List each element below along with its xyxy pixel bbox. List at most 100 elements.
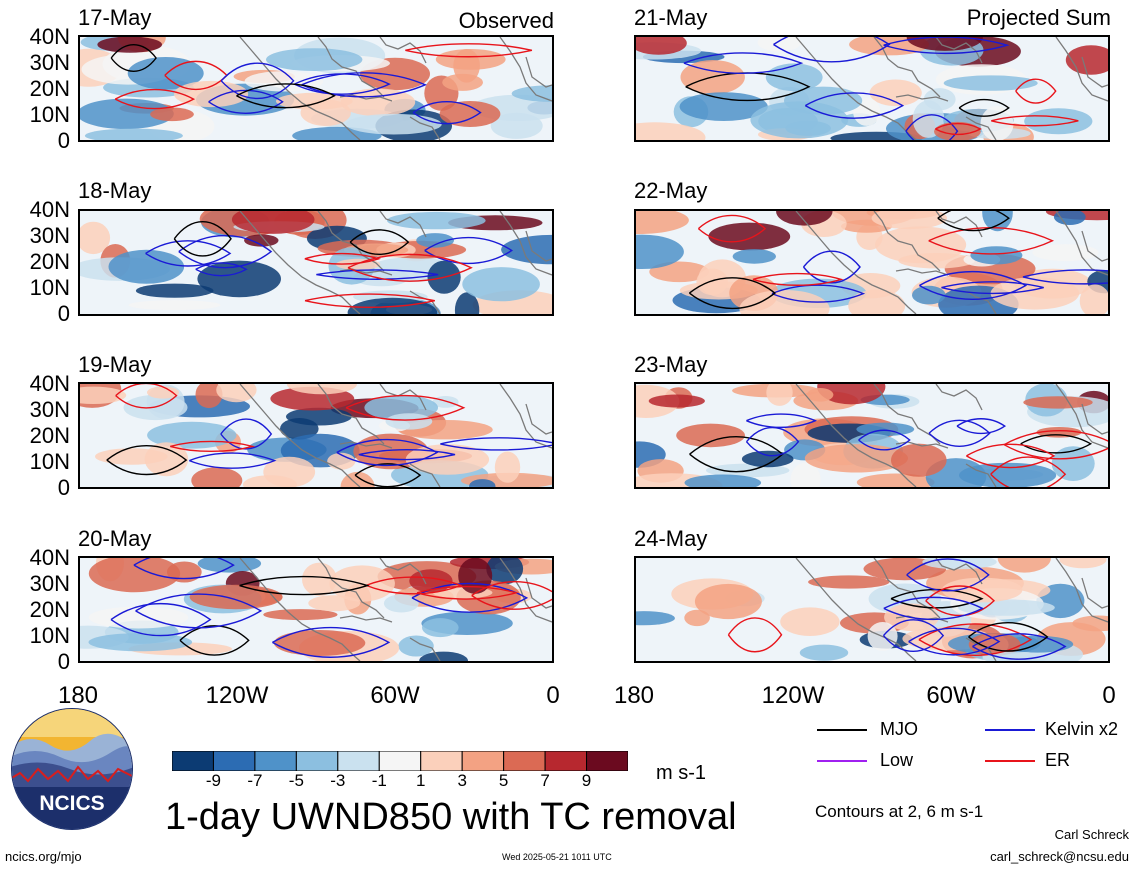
contour-line	[358, 449, 456, 461]
wind-anomaly-area	[912, 285, 946, 305]
contour-line	[752, 272, 844, 286]
author-email[interactable]: carl_schreck@ncsu.edu	[990, 849, 1129, 864]
contour-line	[294, 73, 391, 95]
contour-line	[416, 585, 519, 600]
coastline	[317, 37, 385, 98]
contour-line	[178, 234, 273, 269]
contour-line	[412, 101, 482, 125]
contour-line	[1020, 434, 1093, 454]
wind-anomaly-area	[80, 98, 174, 129]
coastline	[935, 211, 983, 238]
colorbar-tick-label: -9	[205, 771, 222, 790]
panel-date-label: 22-May	[634, 178, 708, 203]
wind-anomaly-area	[174, 80, 249, 108]
contour-line	[941, 281, 1044, 295]
contour-line	[220, 62, 295, 100]
contour-line	[170, 440, 256, 453]
wind-anomaly-area	[108, 249, 185, 284]
contour-line	[991, 115, 1079, 127]
contour-line	[208, 89, 284, 114]
wind-anomaly-area	[1079, 284, 1108, 314]
wind-anomaly-area	[799, 644, 849, 661]
coastline	[339, 268, 393, 276]
lat-tick-label: 40N	[29, 197, 70, 222]
kelvin-legend-line	[985, 729, 1035, 731]
colorbar-swatch	[420, 751, 463, 771]
wind-anomaly-area	[442, 73, 483, 91]
coastline	[379, 211, 427, 238]
wind-anomaly-area	[997, 558, 1051, 573]
wind-anomaly-area	[739, 290, 830, 314]
lon-tick-label: 120W	[205, 682, 269, 709]
colorbar-tick-label: 1	[415, 771, 426, 790]
lat-tick-label: 20N	[29, 249, 70, 274]
ncics-logo: NCICS	[10, 707, 134, 831]
panel-date-label: 18-May	[78, 178, 152, 203]
coastline	[795, 211, 917, 314]
contour-line	[135, 593, 263, 629]
low-legend-line	[817, 760, 867, 762]
contour-line	[890, 588, 984, 609]
wind-anomaly-area	[808, 575, 890, 589]
wind-anomaly-area	[941, 577, 1023, 603]
contour-line	[804, 92, 905, 119]
panel-date-label: 20-May	[78, 526, 152, 551]
lon-tick-label: 0	[546, 682, 560, 709]
contour-line	[688, 277, 777, 310]
lat-tick-label: 20N	[29, 76, 70, 101]
wind-anomaly-area	[891, 443, 947, 477]
contour-line	[746, 413, 818, 428]
wind-anomaly-area	[263, 456, 316, 487]
wind-anomaly-area	[263, 609, 338, 621]
wind-anomaly-area	[385, 413, 433, 430]
coastline	[525, 56, 552, 88]
wind-anomaly-area	[708, 222, 791, 251]
contour-line	[956, 418, 1007, 435]
coastline	[409, 116, 441, 140]
coastline	[239, 384, 361, 487]
wind-anomaly-area	[88, 633, 193, 652]
contour-line	[301, 72, 427, 98]
wind-anomaly-area	[458, 558, 493, 594]
coastline	[895, 268, 949, 276]
wind-anomaly-area	[990, 277, 1080, 310]
wind-anomaly-area	[871, 211, 947, 230]
coastline	[873, 211, 941, 272]
wind-anomaly-area	[648, 394, 705, 408]
wind-anomaly-area	[636, 611, 675, 626]
wind-map	[78, 382, 554, 489]
coastline	[1081, 403, 1108, 435]
projected-column-title: Projected Sum	[966, 5, 1111, 30]
contour-line	[908, 627, 1001, 656]
contour-line	[106, 445, 188, 476]
panel-date-label: 23-May	[634, 352, 708, 377]
contour-line	[937, 211, 1010, 232]
lat-tick-label: 0	[57, 475, 70, 500]
url-link[interactable]: ncics.org/mjo	[5, 849, 82, 864]
lat-tick-label: 0	[57, 128, 70, 153]
wind-anomaly-area	[364, 395, 439, 420]
wind-anomaly-area	[216, 384, 257, 403]
coastline	[499, 384, 552, 449]
coastline	[895, 441, 949, 449]
colorbar-swatch	[212, 751, 256, 771]
wind-anomaly-area	[817, 384, 886, 405]
contour-line	[882, 619, 945, 652]
wind-anomaly-area	[150, 107, 194, 122]
wind-anomaly-area	[958, 599, 1055, 616]
coastline	[409, 637, 441, 661]
contour-line	[968, 622, 1049, 652]
wind-anomaly-area	[345, 113, 442, 135]
wind-anomaly-area	[1053, 211, 1086, 225]
colorbar-tick-label: -7	[247, 771, 263, 790]
lat-tick-label: 10N	[29, 449, 70, 474]
wind-anomaly-area	[636, 37, 687, 55]
lon-tick-label: 60W	[370, 682, 420, 709]
wind-anomaly-area	[80, 386, 127, 404]
contour-line	[972, 633, 1067, 660]
wind-anomaly-area	[340, 471, 375, 487]
contours-note: Contours at 2, 6 m s-1	[815, 802, 984, 821]
colorbar-swatch	[503, 751, 546, 771]
wind-anomaly-area	[280, 418, 319, 440]
er-legend-line	[985, 760, 1035, 762]
